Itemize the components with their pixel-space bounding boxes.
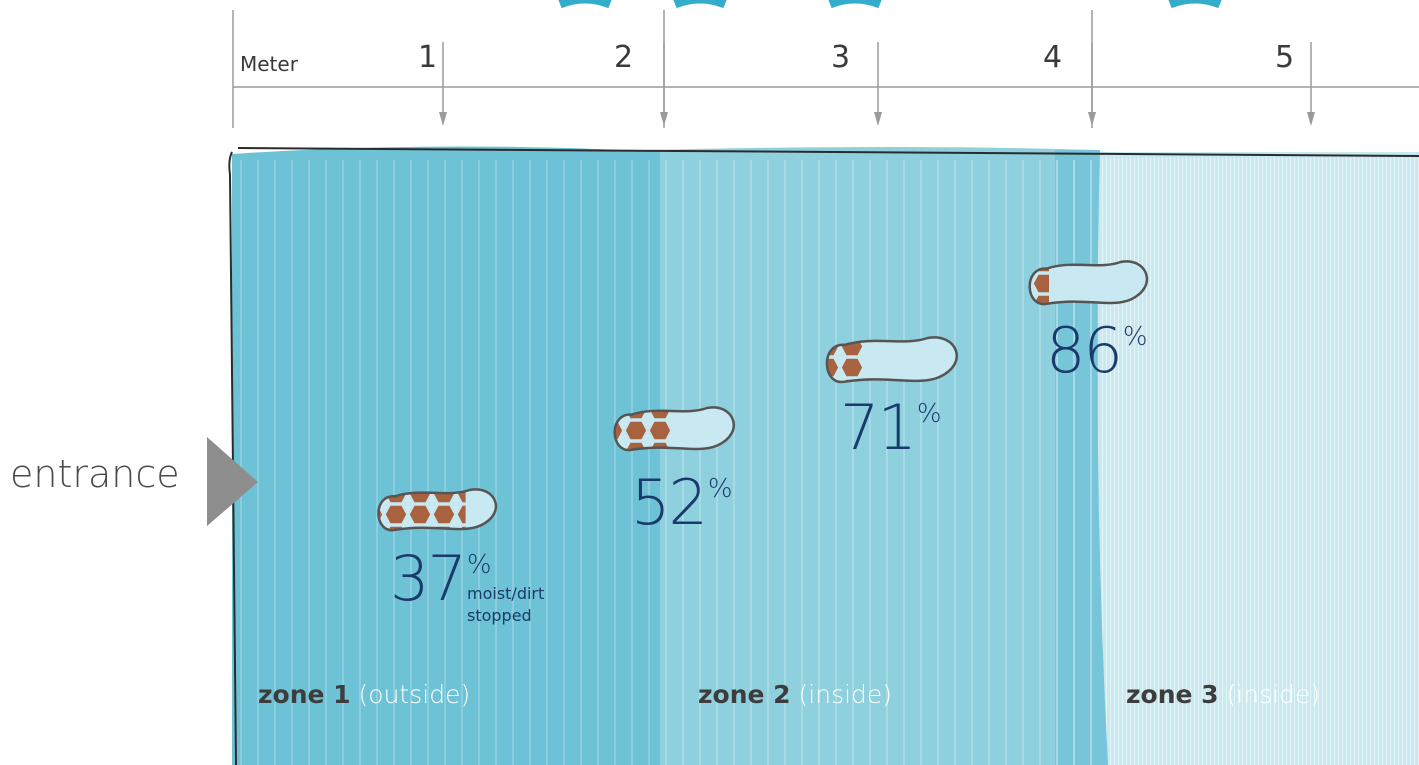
moist-dirt-note: moist/dirt stopped <box>467 583 544 627</box>
percent-86-sign: % <box>1122 322 1148 352</box>
zone-3-label: zone 3 (inside) <box>1126 680 1320 709</box>
percent-71-value: 71 <box>840 391 917 464</box>
zone-1-location: (outside) <box>358 680 471 709</box>
shoe-sole-icon <box>377 488 498 532</box>
percent-86: 86% <box>1046 320 1148 382</box>
percent-52: 52% <box>631 472 733 534</box>
meter-arrow-icon <box>1307 42 1315 126</box>
meter-tick-1: 1 <box>418 40 438 75</box>
zone-2-area <box>650 147 1098 765</box>
zone-1-name: zone 1 <box>258 680 351 709</box>
shoe-sole-icon <box>825 336 958 383</box>
percent-86-value: 86 <box>1046 314 1123 387</box>
zone-3-name: zone 3 <box>1126 680 1219 709</box>
meter-tick-2: 2 <box>614 40 634 75</box>
meter-tick-3: 3 <box>831 40 851 75</box>
zone-2-location: (inside) <box>798 680 893 709</box>
meter-arrow-icon <box>660 42 668 126</box>
meter-arrow-icon <box>874 42 882 126</box>
title-fragment <box>558 0 1222 9</box>
percent-52-sign: % <box>707 474 733 504</box>
note-line-1: moist/dirt <box>467 584 545 603</box>
zone-2-label: zone 2 (inside) <box>698 680 892 709</box>
meter-arrow-icon <box>439 42 447 126</box>
meter-arrows <box>439 42 1315 126</box>
meter-ruler <box>232 10 1419 128</box>
zone-2-name: zone 2 <box>698 680 791 709</box>
meter-unit-label: Meter <box>240 52 298 76</box>
meter-tick-5: 5 <box>1275 40 1295 75</box>
mat-outline <box>228 147 1419 765</box>
entrance-arrow-icon <box>207 437 258 526</box>
percent-52-value: 52 <box>631 466 708 539</box>
percent-71: 71% <box>840 397 942 459</box>
meter-tick-4: 4 <box>1043 40 1063 75</box>
shoe-prints <box>377 260 1149 532</box>
percent-71-sign: % <box>916 399 942 429</box>
zone-1-label: zone 1 (outside) <box>258 680 470 709</box>
zone-3-location: (inside) <box>1226 680 1321 709</box>
entrance-label: entrance <box>10 452 180 496</box>
percent-37: 37% <box>390 548 492 610</box>
meter-arrow-icon <box>1088 42 1096 126</box>
mat <box>228 146 1419 765</box>
zone-2-overlap <box>1055 150 1108 765</box>
note-line-2: stopped <box>467 606 532 625</box>
percent-37-sign: % <box>466 550 492 580</box>
shoe-sole-icon <box>1028 260 1149 306</box>
shoe-sole-icon <box>613 406 735 452</box>
percent-37-value: 37 <box>390 542 467 615</box>
